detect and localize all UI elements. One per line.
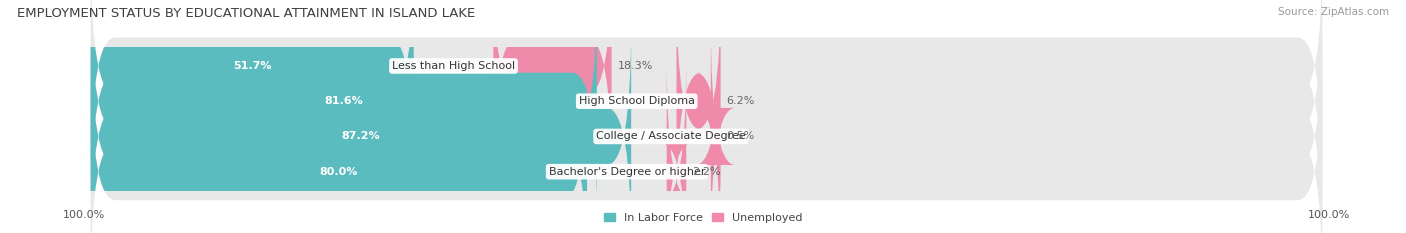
Legend: In Labor Force, Unemployed: In Labor Force, Unemployed (599, 209, 807, 227)
FancyBboxPatch shape (91, 0, 1322, 178)
Text: High School Diploma: High School Diploma (579, 96, 695, 106)
Text: Bachelor's Degree or higher: Bachelor's Degree or higher (548, 167, 706, 177)
FancyBboxPatch shape (91, 59, 1322, 233)
FancyBboxPatch shape (696, 24, 735, 233)
FancyBboxPatch shape (91, 24, 1322, 233)
FancyBboxPatch shape (676, 0, 721, 214)
Text: 18.3%: 18.3% (617, 61, 652, 71)
Text: 100.0%: 100.0% (1308, 210, 1350, 220)
Text: Source: ZipAtlas.com: Source: ZipAtlas.com (1278, 7, 1389, 17)
Text: 2.2%: 2.2% (692, 167, 721, 177)
FancyBboxPatch shape (91, 59, 588, 233)
Text: Less than High School: Less than High School (392, 61, 515, 71)
Text: College / Associate Degree: College / Associate Degree (596, 131, 745, 141)
FancyBboxPatch shape (91, 0, 598, 214)
FancyBboxPatch shape (662, 59, 692, 233)
Text: 6.2%: 6.2% (727, 96, 755, 106)
Text: EMPLOYMENT STATUS BY EDUCATIONAL ATTAINMENT IN ISLAND LAKE: EMPLOYMENT STATUS BY EDUCATIONAL ATTAINM… (17, 7, 475, 20)
FancyBboxPatch shape (494, 0, 612, 178)
Text: 80.0%: 80.0% (319, 167, 359, 177)
FancyBboxPatch shape (91, 0, 413, 178)
FancyBboxPatch shape (91, 0, 1322, 214)
Text: 51.7%: 51.7% (233, 61, 271, 71)
Text: 0.5%: 0.5% (725, 131, 755, 141)
Text: 87.2%: 87.2% (342, 131, 380, 141)
Text: 81.6%: 81.6% (325, 96, 363, 106)
Text: 100.0%: 100.0% (63, 210, 105, 220)
FancyBboxPatch shape (91, 24, 631, 233)
